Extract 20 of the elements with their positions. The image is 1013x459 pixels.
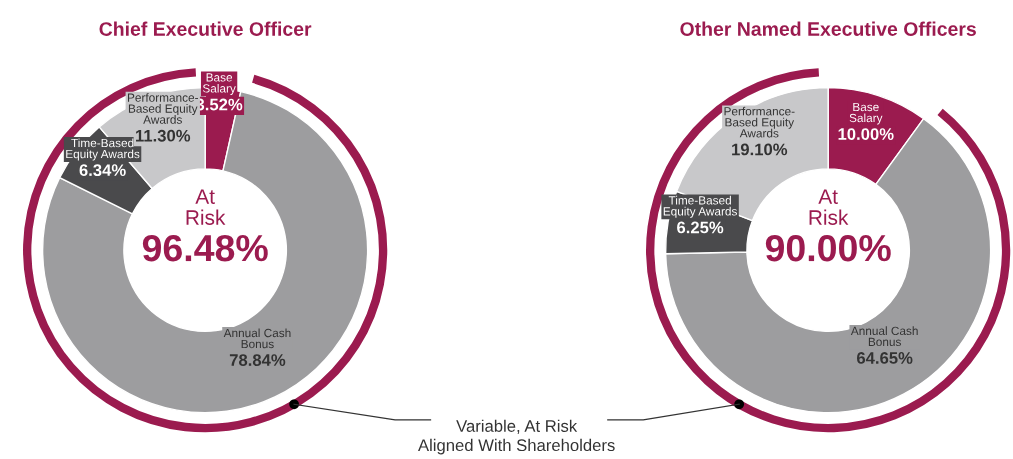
slice-label: Performance- Based Equity Awards: [724, 106, 795, 138]
text: At Risk: [186, 189, 226, 225]
data-label: 19.10%: [732, 143, 788, 156]
text: 96.48%: [142, 234, 268, 262]
text: At Risk: [809, 189, 849, 225]
slice-label: Base Salary: [202, 73, 236, 95]
text: Variable, At Risk Aligned With Shareholders: [418, 419, 615, 455]
chart-title: Chief Executive Officer: [99, 21, 312, 36]
slice-label: Annual Cash Bonus: [850, 326, 918, 347]
slice-label: Base Salary: [849, 102, 883, 125]
data-label: 64.65%: [857, 352, 913, 364]
slice-label: Performance- Based Equity Awards: [127, 93, 198, 124]
slice-label: Annual Cash Bonus: [223, 328, 291, 349]
slice-label: Time-Based Equity Awards: [663, 195, 737, 218]
data-label: 6.34%: [79, 164, 126, 177]
text: 90.00%: [765, 234, 891, 262]
data-label: 78.84%: [229, 354, 286, 366]
data-label: 6.25%: [677, 221, 724, 234]
data-label: 10.00%: [838, 128, 894, 140]
chart-title: Other Named Executive Officers: [680, 21, 976, 36]
